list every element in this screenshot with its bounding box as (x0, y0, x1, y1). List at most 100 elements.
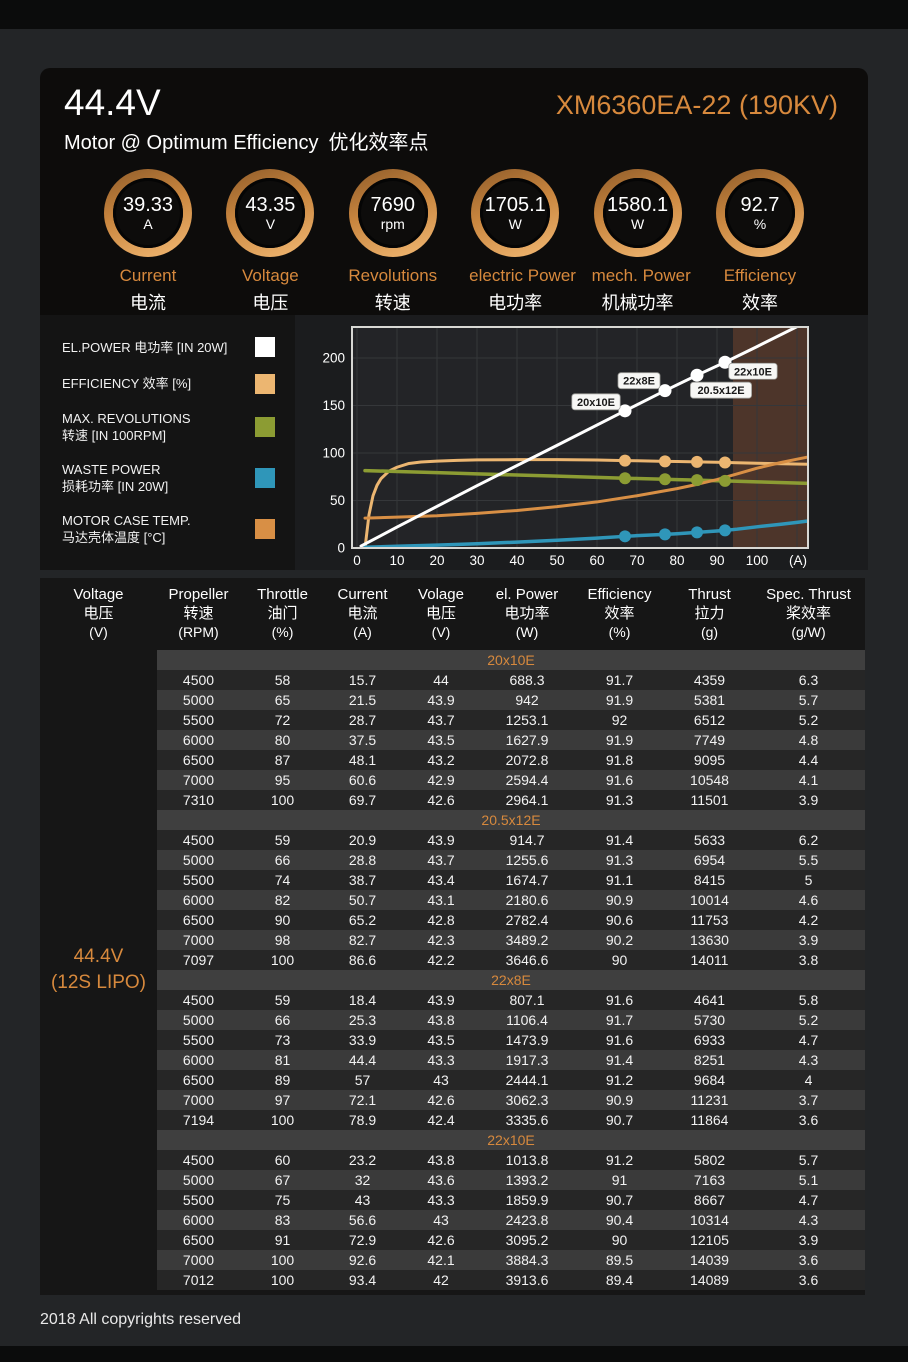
legend-label: EL.POWER 电功率 [IN 20W] (62, 339, 228, 355)
cell: 59 (274, 992, 291, 1008)
motor-model-name: XM6360EA-22 (190KV) (555, 90, 838, 120)
cell: 15.7 (348, 672, 377, 688)
cell: 7000 (182, 772, 215, 788)
cell: 4.2 (798, 912, 819, 928)
cell: 807.1 (509, 992, 545, 1008)
table-row: 5000 67 32 43.6 1393.2 91 7163 5.1 (157, 1170, 865, 1190)
column-header: el. Power 电功率 (W) (495, 586, 559, 640)
gauge-value: 1705.1 (484, 194, 546, 216)
cell: 78.9 (348, 1112, 377, 1128)
cell: 6512 (693, 712, 726, 728)
cell: 60 (274, 1152, 291, 1168)
gauge-value: 1580.1 (606, 194, 669, 216)
table-row: 6000 82 50.7 43.1 2180.6 90.9 10014 4.6 (157, 890, 865, 910)
svg-text:90: 90 (709, 553, 724, 568)
performance-table: Voltage 电压 (V) Propeller 转速 (RPM) Throttle 油门… (40, 578, 865, 1295)
legend-item-el-power: EL.POWER 电功率 [IN 20W] (62, 337, 275, 358)
cell: 42.6 (427, 1232, 455, 1248)
cell: 59 (274, 832, 291, 848)
cell: 98 (274, 932, 291, 948)
cell: 1917.3 (505, 1052, 549, 1068)
table-row: 6500 87 48.1 43.2 2072.8 91.8 9095 4.4 (157, 750, 865, 770)
cell: 4.7 (798, 1192, 819, 1208)
legend-swatch-efficiency (255, 373, 275, 394)
cell: 67 (274, 1172, 291, 1188)
cell: 1255.6 (505, 852, 549, 868)
cell: 3489.2 (505, 932, 549, 948)
cell: 91.7 (605, 1012, 634, 1028)
legend-item-waste-power: WASTE POWER 损耗功率 [IN 20W] (62, 461, 275, 495)
legend-item-efficiency: EFFICIENCY 效率 [%] (62, 373, 275, 394)
table-row: 5000 65 21.5 43.9 942 91.9 5381 5.7 (157, 690, 865, 710)
subtitle-en: Motor @ Optimum Efficiency (64, 132, 319, 154)
propeller-section-header: 22x10E (157, 1130, 865, 1150)
cell: 42.2 (427, 952, 455, 968)
cell: 1859.9 (505, 1192, 549, 1208)
cell: 914.7 (509, 832, 545, 848)
cell: 4.6 (798, 892, 819, 908)
cell: 11231 (690, 1092, 729, 1108)
propeller-section-header: 22x8E (157, 970, 865, 990)
cell: 3.8 (798, 952, 819, 968)
cell: 44 (433, 672, 449, 688)
cell: 5000 (182, 692, 215, 708)
cell: 3.7 (798, 1092, 819, 1108)
cell: 38.7 (348, 872, 377, 888)
gauge-value: 7690 (370, 194, 416, 216)
legend-swatch-waste-power (255, 468, 275, 489)
cell: 5.5 (798, 852, 819, 868)
legend-label: MOTOR CASE TEMP. 马达壳体温度 [°C] (62, 512, 191, 545)
svg-text:100: 100 (746, 553, 769, 568)
column-header: Throttle 油门 (%) (257, 586, 308, 640)
cell: 7194 (182, 1112, 215, 1128)
gauge-value: 39.33 (122, 194, 174, 216)
cell: 100 (270, 1252, 295, 1268)
svg-text:10: 10 (389, 553, 404, 568)
cell: 4641 (693, 992, 726, 1008)
cell: 89.5 (605, 1252, 634, 1268)
cell: 100 (270, 792, 295, 808)
cell: 5730 (693, 1012, 726, 1028)
column-header: Voltage 电压 (V) (73, 586, 124, 640)
legend-swatch-max-revolutions (255, 417, 275, 438)
propeller-section-header: 20x10E (157, 650, 865, 670)
cell: 90.6 (605, 912, 634, 928)
gauge-ring: 7690 rpm (348, 169, 437, 257)
cell: 6500 (182, 752, 215, 768)
legend-label: EFFICIENCY 效率 [%] (62, 376, 192, 392)
cell: 91.1 (605, 872, 634, 888)
cell: 7097 (182, 952, 215, 968)
legend-label: MAX. REVOLUTIONS 转速 [IN 100RPM] (62, 411, 191, 444)
cell: 42.9 (427, 772, 455, 788)
svg-text:70: 70 (629, 553, 644, 568)
gauge-label-en: Revolutions (348, 266, 438, 285)
gauge-label-cn: 转速 (374, 293, 411, 313)
cell: 43.3 (427, 1052, 455, 1068)
cell: 100 (270, 952, 295, 968)
cell: 5000 (182, 1172, 215, 1188)
cell: 20.9 (348, 832, 377, 848)
cell: 90.7 (605, 1112, 634, 1128)
cell: 91 (274, 1232, 291, 1248)
cell: 5.7 (798, 692, 819, 708)
cell: 43.4 (427, 872, 455, 888)
cell: 7310 (182, 792, 215, 808)
cell: 14089 (690, 1272, 729, 1288)
gauge-unit: W (630, 216, 645, 232)
table-row: 5000 66 25.3 43.8 1106.4 91.7 5730 5.2 (157, 1010, 865, 1030)
cell: 73 (274, 1032, 291, 1048)
cell: 90.7 (605, 1192, 634, 1208)
cell: 4.1 (798, 772, 819, 788)
gauge-unit: rpm (380, 216, 405, 232)
cell: 3884.3 (505, 1252, 549, 1268)
legend-label: WASTE POWER 损耗功率 [IN 20W] (62, 462, 169, 495)
pack-voltage: 44.4V (64, 82, 161, 123)
svg-text:22x8E: 22x8E (623, 376, 655, 388)
gauge-ring: 43.35 V (226, 169, 315, 257)
cell: 65.2 (348, 912, 377, 928)
cell: 92 (611, 712, 628, 728)
cell: 5633 (693, 832, 726, 848)
cell: 100 (270, 1272, 295, 1288)
svg-text:20x10E: 20x10E (577, 397, 615, 409)
legend-item-motor-case-temp: MOTOR CASE TEMP. 马达壳体温度 [°C] (62, 512, 275, 546)
